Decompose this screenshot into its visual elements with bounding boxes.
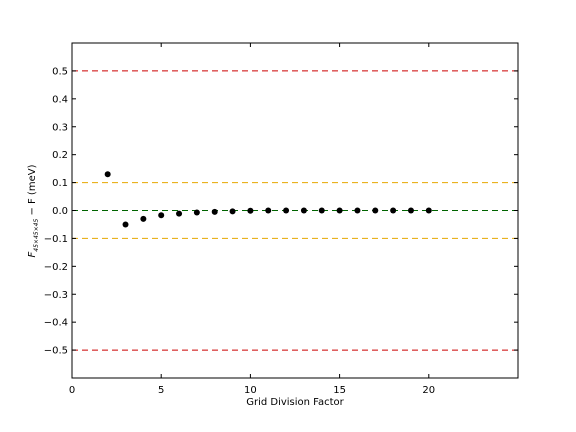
data-point xyxy=(372,207,379,214)
plot-frame xyxy=(71,42,519,379)
x-tick-label: 20 xyxy=(422,385,435,396)
x-axis-label: Grid Division Factor xyxy=(246,397,344,408)
y-tick-label: −0.1 xyxy=(44,234,68,245)
y-tick-label: 0.2 xyxy=(52,150,68,161)
y-ticks: 0.5 0.4 0.3 0.2 0.1 0.0 −0.1 −0.2 −0.3 −0.4 −0.5 xyxy=(44,66,518,357)
y-tick-label: −0.5 xyxy=(44,346,68,357)
reference-lines xyxy=(72,70,518,351)
x-tick-label: 15 xyxy=(333,385,346,396)
data-point xyxy=(300,207,307,214)
y-axis-label-sub: 45×45×45 xyxy=(33,219,40,252)
data-point xyxy=(265,207,272,214)
y-tick-label: 0.3 xyxy=(52,122,68,133)
data-point xyxy=(247,207,254,214)
data-point xyxy=(283,207,290,214)
data-point xyxy=(193,209,200,216)
y-tick-label: −0.4 xyxy=(44,318,68,329)
y-tick-label: 0.0 xyxy=(52,206,68,217)
x-tick-label: 10 xyxy=(244,385,257,396)
data-point xyxy=(158,212,165,219)
data-point xyxy=(176,210,183,217)
data-points xyxy=(104,171,432,228)
data-point xyxy=(122,221,129,228)
data-point xyxy=(336,207,343,214)
y-tick-label: −0.2 xyxy=(44,262,68,273)
y-axis-label-main: F xyxy=(27,251,38,257)
y-axis-label-rest: − F (meV) xyxy=(27,164,38,218)
y-axis-label: F45×45×45 − F (meV) xyxy=(27,164,40,257)
y-tick-label: 0.1 xyxy=(52,178,68,189)
x-tick-label: 0 xyxy=(69,385,75,396)
data-point xyxy=(407,207,414,214)
data-point xyxy=(318,207,325,214)
data-point xyxy=(140,215,147,222)
data-point xyxy=(390,207,397,214)
data-point xyxy=(211,208,218,215)
y-tick-label: 0.4 xyxy=(52,94,68,105)
data-point xyxy=(104,171,111,178)
x-tick-label: 5 xyxy=(158,385,164,396)
data-point xyxy=(229,208,236,215)
data-point xyxy=(354,207,361,214)
data-point xyxy=(425,207,432,214)
y-tick-label: −0.3 xyxy=(44,290,68,301)
y-tick-label: 0.5 xyxy=(52,66,68,77)
